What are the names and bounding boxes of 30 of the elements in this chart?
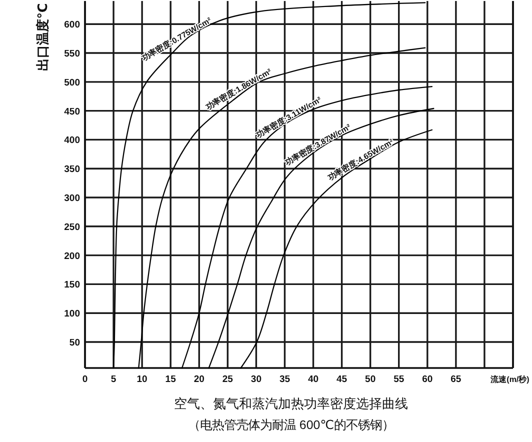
x-tick-label: 40 [308,374,319,385]
x-tick-label: 10 [136,374,148,385]
x-tick-label: 5 [110,374,117,385]
y-tick-label: 500 [64,77,80,88]
x-tick-label: 55 [394,374,405,385]
x-tick-label: 50 [365,374,376,385]
x-tick-label: 20 [194,374,204,385]
y-tick-label: 200 [64,250,80,262]
y-tick-label: 300 [64,193,80,204]
x-tick-label: 0 [82,374,88,385]
y-tick-label: 150 [64,280,80,291]
x-tick-label: 15 [165,374,177,385]
y-tick-label: 450 [64,106,80,118]
x-tick-label: 45 [336,374,348,385]
x-tick-label: 65 [450,374,462,385]
y-tick-label: 550 [64,48,80,60]
y-axis-title: 出口温度℃ [35,3,50,71]
x-axis-title: 流速(m/秒) [490,374,530,384]
text: 空气、氮气和蒸汽加热功率密度选择曲线 [174,396,408,411]
y-tick-label: 100 [64,308,80,320]
y-tick-label: 350 [64,164,80,176]
y-tick-label: 400 [64,135,80,146]
x-tick-label: 35 [279,374,291,385]
x-tick-label: 30 [250,374,262,385]
y-tick-label: 50 [69,337,80,348]
x-tick-label: 25 [222,374,234,385]
y-tick-label: 250 [64,222,80,233]
y-tick-label: 600 [64,20,80,31]
text: （电热管壳体为耐温 600℃的不锈钢） [188,418,394,432]
x-tick-label: 60 [422,374,433,385]
